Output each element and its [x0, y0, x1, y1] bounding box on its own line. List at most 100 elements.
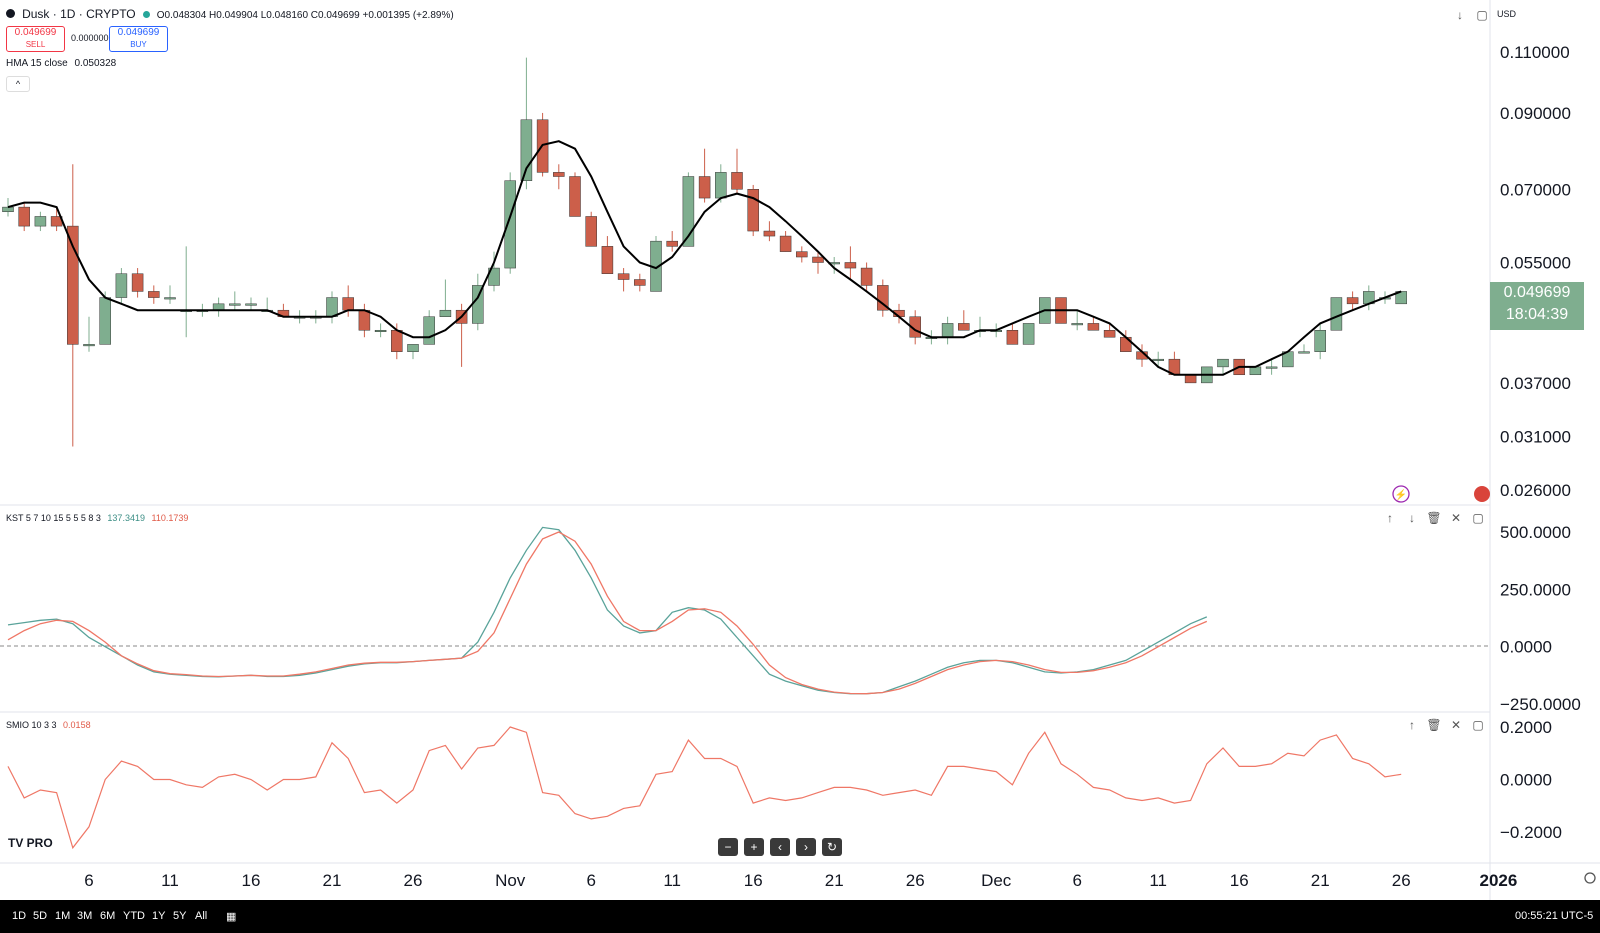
smio-axis[interactable]: 0.2000 0.0000 −0.2000	[1500, 718, 1562, 842]
candle-body[interactable]	[715, 172, 727, 199]
candle-body[interactable]	[634, 279, 646, 286]
candles[interactable]	[2, 57, 1407, 447]
candle-body[interactable]	[731, 172, 743, 190]
timeframe-6m[interactable]: 6M	[100, 910, 116, 922]
candle-body[interactable]	[601, 246, 614, 274]
candle-body[interactable]	[1022, 323, 1035, 345]
settings-icon[interactable]	[1584, 872, 1596, 884]
candle-body[interactable]	[569, 176, 581, 217]
currency-label[interactable]: USD	[1497, 9, 1517, 19]
candle-body[interactable]	[423, 316, 435, 345]
maximize-icon[interactable]: ▢	[1472, 718, 1484, 732]
calendar-icon[interactable]: ▦	[226, 911, 237, 923]
candle-body[interactable]	[779, 235, 792, 252]
reset-icon[interactable]: ↻	[822, 838, 842, 856]
candle-body[interactable]	[682, 176, 695, 247]
candle-body[interactable]	[131, 273, 144, 292]
tradingview-logo[interactable]: TV PRO	[8, 836, 53, 850]
candle-body[interactable]	[877, 285, 889, 311]
maximize-icon[interactable]: ▢	[1476, 8, 1488, 22]
candle-body[interactable]	[1314, 329, 1326, 352]
close-icon[interactable]: ✕	[1450, 718, 1462, 732]
time-axis[interactable]: 6 11 16 21 26 Nov 6 11 16 21 26 Dec 6 11 16 21 26 2026	[84, 871, 1517, 890]
candle-body[interactable]	[1006, 329, 1019, 345]
arrow-down-icon[interactable]: ↓	[1457, 8, 1463, 22]
candle-body[interactable]	[67, 225, 79, 345]
kst-legend[interactable]: KST 5 7 10 15 5 5 5 8 3 137.3419 110.173…	[6, 513, 192, 523]
arrow-up-icon[interactable]: ↑	[1387, 511, 1393, 525]
close-icon[interactable]: ✕	[1450, 511, 1462, 525]
trash-icon[interactable]: 🗑	[1426, 511, 1442, 525]
timeframe-5y[interactable]: 5Y	[173, 910, 187, 922]
lightning-icon[interactable]	[1392, 485, 1410, 503]
candle-body[interactable]	[99, 297, 111, 345]
clock[interactable]: 00:55:21 UTC-5	[1515, 910, 1594, 922]
timeframe-1y[interactable]: 1Y	[152, 910, 166, 922]
arrow-down-icon[interactable]: ↓	[1409, 511, 1415, 525]
candle-body[interactable]	[1152, 358, 1164, 361]
flag-icon[interactable]	[1474, 486, 1490, 502]
candle-body[interactable]	[1217, 358, 1229, 368]
symbol-legend[interactable]: Dusk · 1D · CRYPTO O0.048304 H0.049904 L…	[6, 7, 458, 21]
candle-body[interactable]	[407, 344, 419, 352]
timeframe-1m[interactable]: 1M	[55, 910, 71, 922]
candle-body[interactable]	[941, 323, 954, 338]
trash-icon[interactable]: 🗑	[1426, 718, 1442, 732]
candle-body[interactable]	[391, 329, 403, 352]
collapse-legend-button[interactable]: ^	[6, 76, 30, 92]
price-axis[interactable]: 0.110000 0.090000 0.070000 0.055000 0.037000…	[1500, 43, 1571, 500]
candle-body[interactable]	[1265, 366, 1278, 369]
timeframe-ytd[interactable]: YTD	[123, 910, 145, 922]
candle-body[interactable]	[909, 316, 921, 338]
hma-legend[interactable]: HMA 15 close 0.050328	[6, 58, 120, 69]
candle-body[interactable]	[844, 262, 857, 269]
candle-body[interactable]	[374, 329, 387, 332]
buy-button[interactable]: 0.049699 BUY	[109, 26, 168, 52]
candle-body[interactable]	[18, 206, 30, 227]
candle-body[interactable]	[1184, 374, 1197, 384]
candle-body[interactable]	[520, 119, 533, 181]
timeframe-5d[interactable]: 5D	[33, 910, 48, 922]
candle-body[interactable]	[617, 273, 630, 280]
candle-body[interactable]	[860, 267, 873, 286]
candle-body[interactable]	[958, 323, 970, 331]
candle-body[interactable]	[763, 230, 776, 237]
candle-body[interactable]	[747, 189, 759, 232]
timeframe-1d[interactable]: 1D	[12, 910, 27, 922]
maximize-icon[interactable]: ▢	[1472, 511, 1484, 525]
candle-body[interactable]	[115, 273, 128, 298]
candle-body[interactable]	[1330, 297, 1343, 331]
smio-legend[interactable]: SMIO 10 3 3 0.0158	[6, 720, 95, 730]
candle-body[interactable]	[148, 291, 160, 298]
candle-body[interactable]	[698, 176, 711, 199]
candle-body[interactable]	[1298, 351, 1310, 354]
candle-body[interactable]	[245, 303, 257, 306]
candle-body[interactable]	[1249, 366, 1262, 376]
candle-body[interactable]	[83, 344, 95, 347]
candle-body[interactable]	[796, 251, 808, 258]
candle-body[interactable]	[1071, 323, 1083, 326]
candle-body[interactable]	[504, 180, 516, 269]
arrow-up-icon[interactable]: ↑	[1409, 718, 1415, 732]
candle-body[interactable]	[2, 206, 14, 213]
candle-body[interactable]	[439, 309, 452, 317]
candle-body[interactable]	[1087, 323, 1100, 331]
candle-body[interactable]	[229, 303, 241, 306]
candle-body[interactable]	[553, 172, 565, 177]
timeframe-3m[interactable]: 3M	[77, 910, 93, 922]
zoom-out-icon[interactable]: −	[718, 838, 738, 856]
candle-body[interactable]	[358, 309, 371, 331]
candle-body[interactable]	[585, 216, 597, 247]
candle-body[interactable]	[326, 297, 338, 317]
sell-button[interactable]: 0.049699 SELL	[6, 26, 65, 52]
candle-body[interactable]	[666, 240, 678, 247]
candle-body[interactable]	[34, 216, 47, 227]
scroll-left-icon[interactable]: ‹	[770, 838, 790, 856]
scroll-right-icon[interactable]: ›	[796, 838, 816, 856]
candle-body[interactable]	[812, 256, 824, 263]
kst-axis[interactable]: 500.0000 250.0000 0.0000 −250.0000	[1500, 523, 1581, 714]
candle-body[interactable]	[1103, 329, 1116, 338]
candle-body[interactable]	[342, 297, 354, 311]
zoom-in-icon[interactable]: +	[744, 838, 764, 856]
